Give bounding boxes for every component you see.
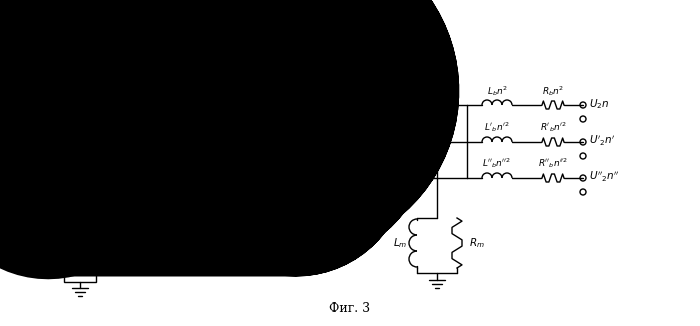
Circle shape	[580, 189, 586, 195]
Text: $-$: $-$	[50, 118, 60, 128]
Bar	[64, 240, 96, 282]
Bar	[287, 175, 293, 181]
Text: Фиг. 3: Фиг. 3	[330, 302, 370, 315]
Text: $U_0$: $U_0$	[215, 15, 230, 29]
Polygon shape	[50, 111, 90, 151]
Text: $R''_a$: $R''_a$	[313, 156, 331, 171]
Text: $L_m$: $L_m$	[393, 236, 407, 250]
Bar	[194, 55, 220, 67]
Text: $U''_2 n''$: $U''_2 n''$	[589, 170, 620, 184]
Text: $R_a$: $R_a$	[316, 84, 328, 98]
Text: $L'_b n'^2$: $L'_b n'^2$	[484, 121, 510, 135]
Circle shape	[580, 175, 586, 181]
Text: $L''_a$: $L''_a$	[356, 156, 372, 171]
Text: $R_b n^2$: $R_b n^2$	[542, 83, 564, 97]
Text: $VT_1$: $VT_1$	[165, 94, 183, 108]
Bar	[287, 102, 293, 108]
Text: $+$: $+$	[50, 134, 60, 144]
Text: $L_b n^2$: $L_b n^2$	[486, 83, 507, 97]
Circle shape	[580, 116, 586, 122]
Text: $L_a$: $L_a$	[358, 84, 370, 98]
Text: $U_3$: $U_3$	[99, 250, 113, 264]
Text: $R_m$: $R_m$	[469, 236, 485, 250]
Text: $R''_b n''^2$: $R''_b n''^2$	[538, 156, 568, 170]
Text: $+$: $+$	[97, 242, 106, 253]
Text: $L''_b n''^2$: $L''_b n''^2$	[482, 156, 512, 170]
Circle shape	[580, 102, 586, 108]
Text: $R'_a$: $R'_a$	[314, 121, 330, 135]
Text: $i''_1$: $i''_1$	[293, 146, 307, 160]
Text: $U_2 n$: $U_2 n$	[589, 97, 610, 111]
Text: $i_1$: $i_1$	[295, 73, 304, 87]
Text: $U'_2 n'$: $U'_2 n'$	[589, 134, 616, 148]
Text: $R_0$: $R_0$	[181, 54, 195, 68]
Text: $A_1$: $A_1$	[70, 93, 84, 107]
Text: $L'_a$: $L'_a$	[356, 121, 372, 135]
Text: $I_0$: $I_0$	[247, 223, 257, 237]
Bar	[287, 139, 293, 145]
Text: $i'_1$: $i'_1$	[294, 110, 306, 124]
Text: $R'_b n'^2$: $R'_b n'^2$	[540, 121, 566, 135]
Circle shape	[580, 139, 586, 145]
Circle shape	[580, 153, 586, 159]
